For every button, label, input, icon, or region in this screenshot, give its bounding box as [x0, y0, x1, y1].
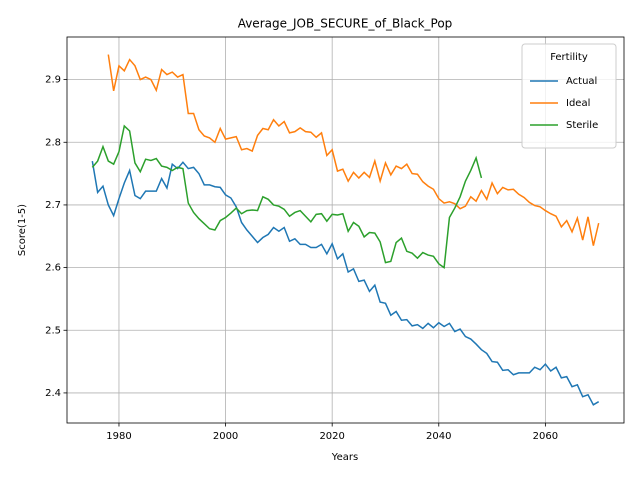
x-axis-label: Years	[331, 452, 358, 463]
legend-box	[521, 43, 617, 149]
chart-title: Average_JOB_SECURE_of_Black_Pop	[238, 17, 453, 31]
y-tick-label: 2.6	[45, 263, 61, 274]
legend-label: Sterile	[566, 120, 598, 131]
y-tick-label: 2.8	[45, 137, 61, 148]
legend-label: Actual	[566, 76, 597, 87]
y-tick-label: 2.7	[45, 200, 61, 211]
y-tick-label: 2.5	[45, 325, 61, 336]
y-tick-label: 2.4	[45, 388, 61, 399]
x-tick-label: 1980	[106, 431, 131, 442]
x-tick-label: 2040	[426, 431, 451, 442]
legend-label: Ideal	[566, 98, 590, 109]
x-tick-label: 2060	[533, 431, 558, 442]
plot-frame	[66, 36, 625, 424]
x-tick-label: 2000	[213, 431, 238, 442]
data-line	[91, 160, 600, 406]
y-tick-label: 2.9	[45, 75, 61, 86]
y-axis-label: Score(1-5)	[17, 204, 28, 256]
legend-title: Fertility	[550, 52, 588, 63]
x-tick-label: 2020	[319, 431, 344, 442]
data-line	[91, 124, 483, 269]
data-line	[107, 54, 600, 246]
